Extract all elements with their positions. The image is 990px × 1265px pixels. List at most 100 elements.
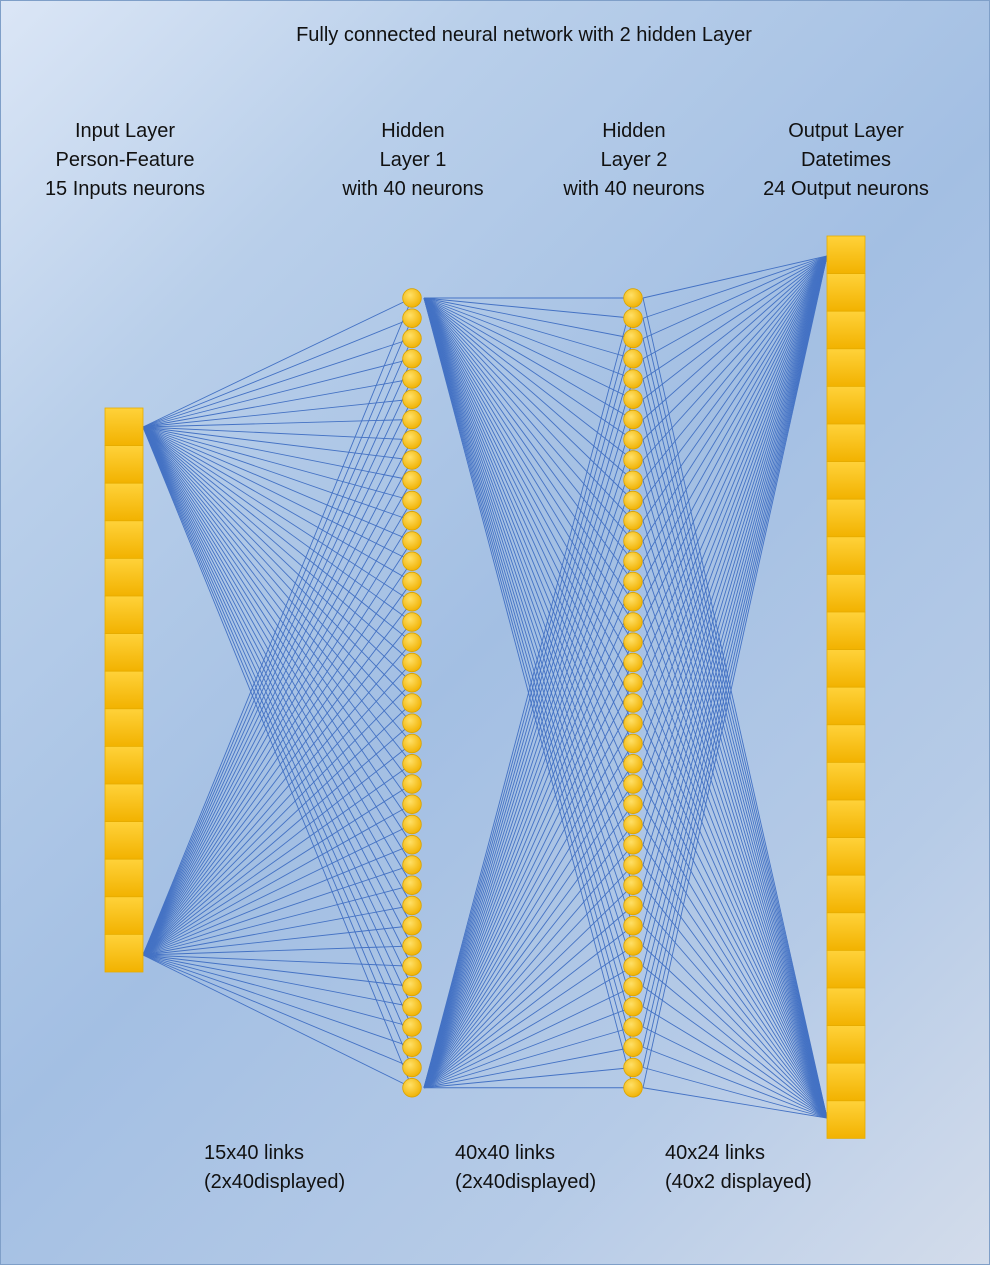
link-hidden2-output: [642, 1087, 828, 1119]
link-hidden2-output: [642, 338, 828, 1119]
link-hidden1-hidden2: [423, 297, 634, 967]
output-neuron: [826, 461, 866, 500]
hidden1-neuron: [402, 308, 422, 328]
link-hidden2-output: [642, 824, 828, 1119]
link-hidden1-hidden2: [423, 884, 634, 1089]
link-input-hidden1: [142, 905, 413, 956]
output-neuron: [826, 1062, 866, 1102]
input-neuron: [104, 670, 144, 710]
hidden1-neuron: [402, 531, 422, 551]
link-hidden2-output: [642, 945, 828, 1119]
link-hidden1-hidden2: [423, 297, 634, 643]
link-input-hidden1: [142, 338, 413, 428]
link-input-hidden1: [142, 954, 413, 1028]
hidden1-neuron: [402, 895, 422, 916]
link-input-hidden1: [142, 682, 413, 956]
link-hidden1-hidden2: [423, 297, 634, 785]
link-input-hidden1: [142, 399, 413, 956]
input-neuron: [104, 783, 144, 822]
link-hidden1-hidden2: [423, 318, 634, 1088]
link-hidden2-output: [642, 255, 828, 643]
link-hidden1-hidden2: [423, 986, 634, 1089]
output-neuron: [826, 874, 866, 914]
link-hidden1-hidden2: [423, 378, 634, 1088]
hidden2-neuron: [623, 997, 643, 1017]
link-hidden2-output: [642, 255, 828, 380]
link-hidden1-hidden2: [423, 965, 634, 1089]
hidden2-neuron: [623, 349, 643, 369]
link-hidden2-output: [642, 255, 828, 319]
link-hidden2-output: [642, 255, 828, 360]
link-input-hidden1: [142, 621, 413, 956]
link-hidden2-output: [642, 255, 828, 704]
hidden2-neuron: [623, 470, 643, 490]
link-hidden2-output: [642, 255, 828, 947]
link-hidden2-output: [642, 561, 828, 1119]
link-input-hidden1: [142, 439, 413, 956]
link-input-hidden1: [142, 419, 413, 956]
hidden2-neuron: [623, 794, 643, 814]
link-hidden2-output: [642, 255, 828, 299]
link-hidden2-output: [642, 520, 828, 1119]
hidden2-neuron: [623, 571, 643, 592]
link-hidden2-output: [642, 1006, 828, 1119]
hidden1-neuron: [402, 956, 422, 976]
link-hidden1-hidden2: [423, 297, 634, 1088]
link-hidden1-hidden2: [423, 297, 634, 764]
link-hidden1-hidden2: [423, 905, 634, 1089]
input-neuron: [104, 858, 144, 898]
link-input-hidden1: [142, 426, 413, 663]
output-neuron: [826, 273, 866, 312]
link-hidden2-output: [642, 255, 828, 1068]
hidden-layer-1-count: with 40 neurons: [342, 178, 484, 200]
link-hidden1-hidden2: [423, 459, 634, 1088]
link-input-hidden1: [142, 426, 413, 441]
link-input-hidden1: [142, 426, 413, 684]
hidden1-neuron: [402, 612, 422, 632]
hidden2-neuron: [623, 835, 643, 855]
link-input-hidden1: [142, 520, 413, 956]
link-input-hidden1: [142, 419, 413, 428]
link-hidden1-hidden2: [423, 419, 634, 1088]
link-input-hidden1: [142, 426, 413, 481]
hidden2-neuron: [623, 328, 643, 349]
link-input-hidden1: [142, 783, 413, 956]
hidden1-neuron: [402, 733, 422, 754]
link-hidden1-hidden2: [423, 561, 634, 1088]
link-hidden1-hidden2: [423, 824, 634, 1089]
hidden-layer-1-title: Hidden: [381, 120, 445, 142]
hidden1-neuron: [402, 754, 422, 774]
link-hidden1-hidden2: [423, 783, 634, 1089]
link-hidden1-hidden2: [423, 297, 634, 744]
input-layer-title: Input Layer: [74, 120, 176, 142]
hidden1-neuron: [402, 916, 422, 936]
hidden1-neuron: [402, 814, 422, 835]
hidden1-neuron: [402, 997, 422, 1017]
output-neuron: [826, 950, 866, 989]
link-hidden1-hidden2: [423, 540, 634, 1088]
link-input-hidden1: [142, 378, 413, 956]
link-hidden2-output: [642, 255, 828, 724]
link-hidden2-output: [642, 743, 828, 1119]
diagram-title: Fully connected neural network with 2 hi…: [296, 24, 752, 46]
link-input-hidden1: [142, 641, 413, 956]
hidden2-neuron: [623, 1057, 643, 1078]
link-input-hidden1: [142, 884, 413, 956]
link-hidden1-hidden2: [423, 297, 634, 582]
link-hidden1-hidden2: [423, 682, 634, 1088]
hidden1-neuron: [402, 835, 422, 855]
hidden2-neuron: [623, 531, 643, 551]
links-1-caption: 15x40 links (2x40displayed): [204, 1139, 345, 1197]
link-hidden2-output: [642, 439, 828, 1119]
input-layer-subtitle: Person-Feature: [55, 149, 195, 171]
link-hidden1-hidden2: [423, 297, 634, 481]
input-neuron: [104, 934, 144, 973]
hidden1-neuron: [402, 774, 422, 794]
hidden2-neuron: [623, 754, 643, 774]
link-hidden2-output: [642, 255, 828, 805]
link-input-hidden1: [142, 426, 413, 623]
link-hidden1-hidden2: [423, 297, 634, 420]
hidden1-neuron: [402, 409, 422, 430]
link-hidden1-hidden2: [423, 297, 634, 1028]
link-hidden2-output: [642, 255, 828, 1048]
